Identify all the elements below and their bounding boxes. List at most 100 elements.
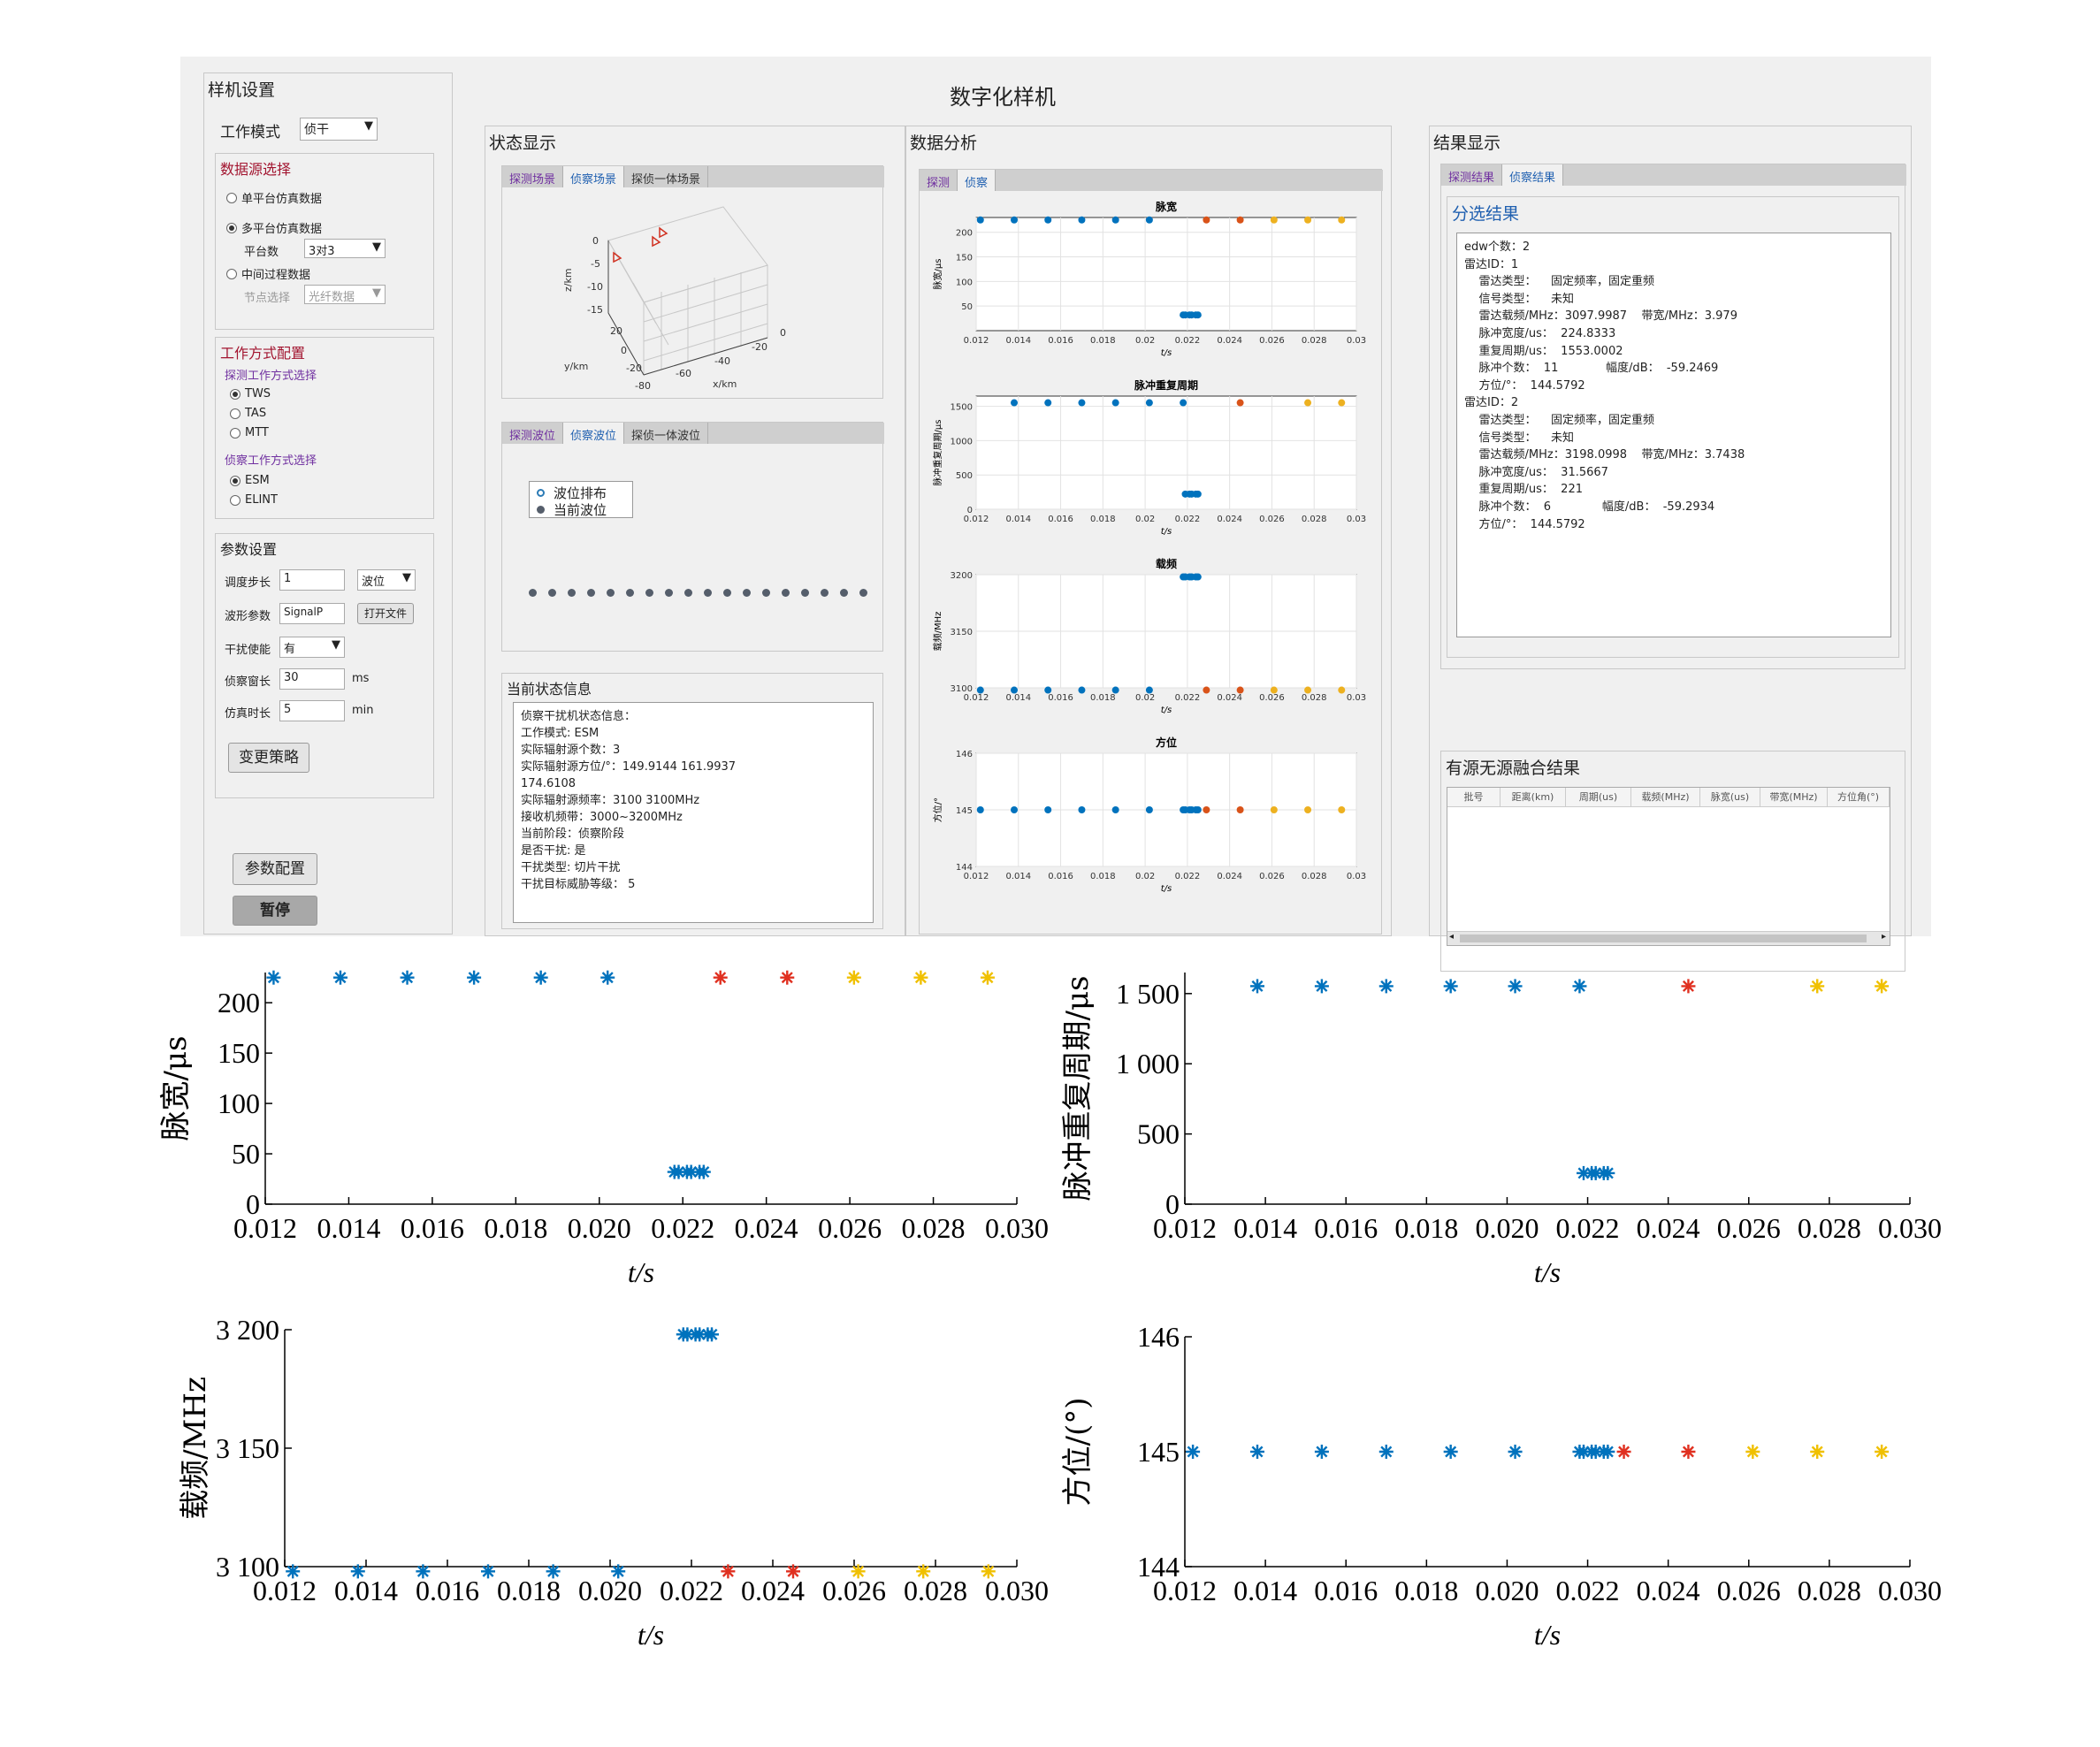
x-tick-label: 0.014 [334, 1575, 398, 1606]
x-tick-label: 0.03 [1347, 336, 1366, 346]
column-header[interactable]: 周期(us) [1566, 788, 1631, 806]
window-label: 侦察窗长 [225, 675, 271, 689]
plot-title: 方位 [1156, 736, 1177, 749]
star-stroke [714, 972, 727, 984]
x-tick-label: 0.016 [1048, 872, 1073, 881]
window-input[interactable]: 30 [279, 668, 345, 690]
wave-dot [801, 589, 809, 597]
tab-recon-scene[interactable]: 侦察场景 [563, 166, 625, 187]
y-tick: -20 [626, 362, 642, 374]
platform-select[interactable]: 3对3 ▼ [304, 239, 386, 258]
info-line: 干扰类型: 切片干扰 [521, 861, 621, 874]
radio-single[interactable]: 单平台仿真数据 [226, 189, 322, 206]
column-header[interactable]: 距离(km) [1501, 788, 1566, 806]
radio-icon [226, 192, 237, 203]
result-line: edw个数：2 [1464, 240, 1531, 254]
x-tick-label: 0.02 [1135, 872, 1155, 881]
node-select[interactable]: 光纤数据 ▼ [304, 285, 386, 304]
column-header[interactable]: 载频(MHz) [1631, 788, 1700, 806]
tab-joint-scene[interactable]: 探侦一体场景 [624, 166, 709, 187]
y-tick-label: 50 [961, 302, 973, 312]
radio-mtt[interactable]: MTT [230, 426, 269, 439]
tab-detect-scene[interactable]: 探测场景 [502, 166, 564, 187]
star-stroke [852, 1565, 865, 1577]
result-line: 雷达类型： 固定频率，固定重频 [1464, 275, 1655, 289]
radio-esm[interactable]: ESM [230, 474, 270, 487]
fusion-table[interactable]: 批号 距离(km) 周期(us) 载频(MHz) 脉宽(us) 带宽(MHz) 方位角(°)… [1447, 787, 1890, 946]
radio-tws[interactable]: TWS [230, 387, 271, 401]
change-strategy-button[interactable]: 变更策略 [228, 743, 309, 773]
star-marker [1250, 979, 1264, 994]
wave-group: 探测波位 侦察波位 探侦一体波位 波位排布 当前波位 [501, 422, 884, 652]
scrollbar-thumb[interactable] [1460, 935, 1867, 942]
x-tick-label: 0.018 [1090, 872, 1116, 881]
step-input[interactable]: 1 [279, 569, 345, 591]
tab-recon[interactable]: 侦察 [958, 170, 997, 191]
data-point [1194, 311, 1202, 319]
result-line: 脉冲宽度/us： 224.8333 [1464, 326, 1616, 340]
radio-elint[interactable]: ELINT [230, 493, 278, 507]
horizontal-scrollbar[interactable]: ◂ ▸ [1447, 931, 1890, 945]
info-line: 174.6108 [521, 777, 577, 790]
data-point [1304, 806, 1312, 813]
star-stroke [1682, 980, 1694, 992]
column-header[interactable]: 带宽(MHz) [1760, 788, 1828, 806]
y-axis-label: 脉冲重复周期/μs [1060, 976, 1096, 1202]
scroll-right-icon[interactable]: ▸ [1881, 932, 1886, 942]
data-point [1180, 399, 1187, 407]
radio-middle[interactable]: 中间过程数据 [226, 265, 310, 282]
radio-multi[interactable]: 多平台仿真数据 [226, 219, 322, 236]
x-axis-label: t/s [1161, 348, 1172, 358]
star-marker [1681, 979, 1696, 994]
result-line: 重复周期/us： 221 [1464, 483, 1583, 497]
settings-panel: 样机设置 工作模式 侦干 ▼ 数据源选择 单平台仿真数据 多平台仿真数据 平台数 … [203, 72, 453, 935]
star-stroke [1682, 1446, 1694, 1458]
analysis-plots[interactable]: 脉宽 0.012 0.014 0.016 0.018 0.02 0.022 0.024 0.02… [920, 195, 1383, 934]
star-marker [1681, 1445, 1696, 1459]
x-tick-label: 0.018 [1090, 515, 1116, 524]
tab-joint-wave[interactable]: 探侦一体波位 [624, 423, 709, 444]
star-marker [1508, 979, 1523, 994]
x-tick-label: 0.016 [1314, 1575, 1378, 1606]
simtime-input[interactable]: 5 [279, 700, 345, 721]
data-point [1236, 686, 1244, 694]
config-button[interactable]: 参数配置 [233, 853, 317, 885]
step-unit-select[interactable]: 波位 ▼ [357, 569, 416, 591]
column-header[interactable]: 脉宽(us) [1700, 788, 1760, 806]
column-header[interactable]: 方位角(°) [1828, 788, 1890, 806]
jam-select[interactable]: 有 ▼ [279, 637, 345, 658]
column-header[interactable]: 批号 [1447, 788, 1501, 806]
pause-button[interactable]: 暂停 [233, 896, 317, 926]
wave-dot [859, 589, 867, 597]
open-file-button[interactable]: 打开文件 [357, 603, 414, 624]
y-tick-label: 3 100 [216, 1551, 279, 1583]
radio-tas[interactable]: TAS [230, 407, 266, 420]
y-axis-label: 载频/MHz [932, 612, 943, 652]
params-group: 参数设置 调度步长 1 波位 ▼ 波形参数 SignalP 打开文件 干扰使能 有… [215, 533, 434, 798]
tab-detect[interactable]: 探测 [920, 170, 958, 191]
tab-recon-result[interactable]: 侦察结果 [1502, 164, 1564, 186]
x-tick-label: 0.026 [1259, 872, 1285, 881]
star-marker [1378, 1445, 1394, 1459]
y-tick-label: 3200 [951, 571, 973, 581]
wave-input[interactable]: SignalP [279, 603, 345, 624]
info-textbox[interactable]: 侦察干扰机状态信息： 工作模式: ESM 实际辐射源个数：3 实际辐射源方位/°：14… [513, 702, 874, 923]
tab-detect-result[interactable]: 探测结果 [1441, 164, 1503, 186]
star-stroke [535, 972, 547, 984]
window-unit: ms [352, 672, 370, 685]
radio-selected-icon [230, 475, 241, 486]
result-line: 雷达ID：1 [1464, 257, 1519, 271]
scroll-left-icon[interactable]: ◂ [1449, 932, 1455, 942]
wave-dot [821, 589, 829, 597]
x-tick-label: 0.024 [741, 1575, 805, 1606]
result-textbox[interactable]: edw个数：2 雷达ID：1 雷达类型： 固定频率，固定重频 信号类型： 未知 雷… [1456, 233, 1891, 637]
wave-dot [723, 589, 731, 597]
tab-detect-wave[interactable]: 探测波位 [502, 423, 564, 444]
scene-3d-plot[interactable]: 0 -5 -10 -15 z/km 20 0 -20 y/km -80 -60 … [502, 189, 884, 400]
x-tick-label: 0.022 [1175, 515, 1201, 524]
x-tick-label: 0.012 [964, 872, 989, 881]
tab-recon-wave[interactable]: 侦察波位 [563, 423, 625, 444]
star-stroke [468, 972, 480, 984]
mode-select[interactable]: 侦干 ▼ [300, 118, 378, 141]
x-axis-label: t/s [1161, 884, 1172, 894]
